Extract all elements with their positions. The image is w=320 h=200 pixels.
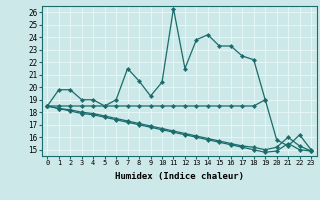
X-axis label: Humidex (Indice chaleur): Humidex (Indice chaleur) (115, 172, 244, 181)
